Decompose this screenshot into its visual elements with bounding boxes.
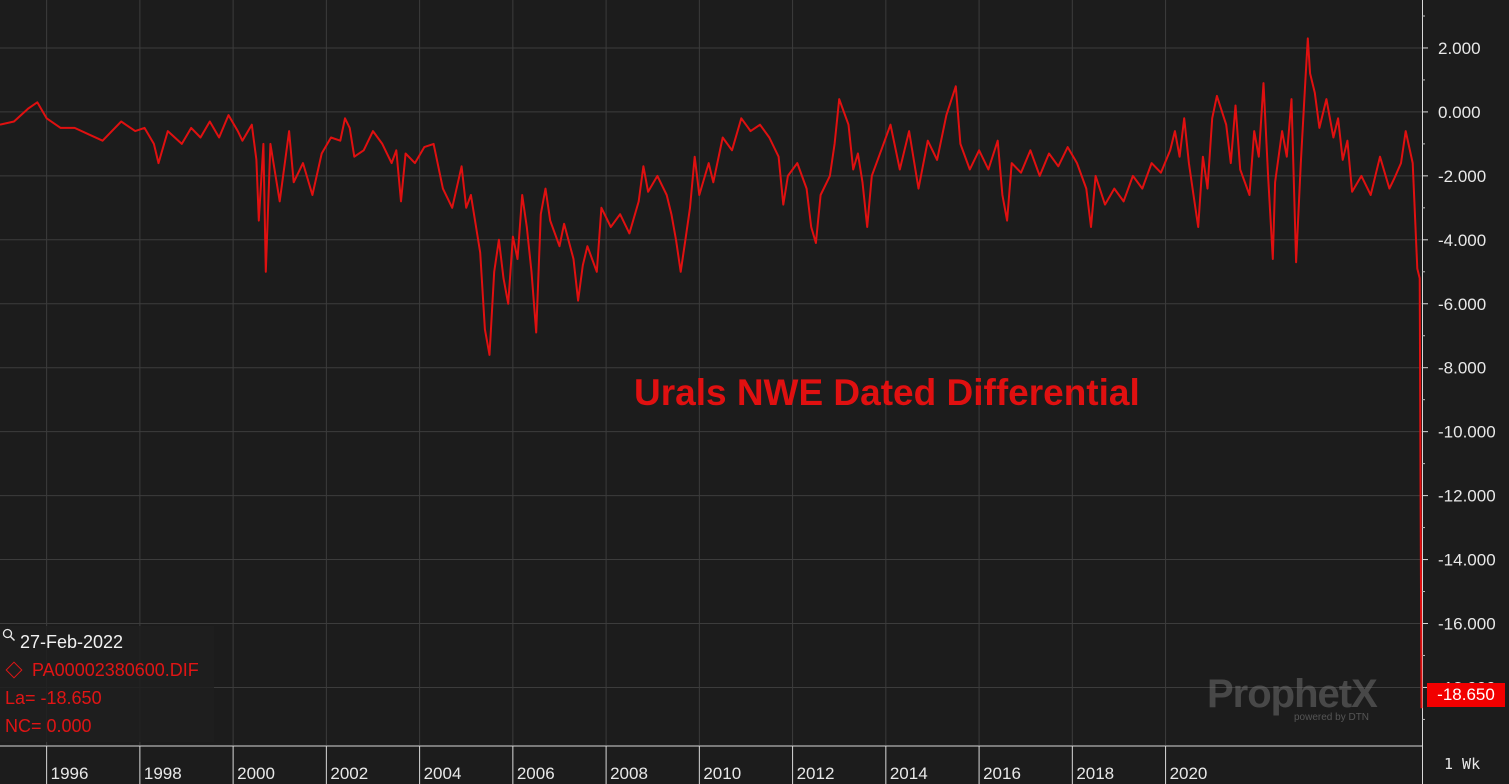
x-tick-label: 2020	[1170, 764, 1208, 783]
last-value-badge: -18.650	[1427, 683, 1505, 707]
x-tick-label: 2006	[517, 764, 555, 783]
y-tick-label: -14.000	[1438, 551, 1496, 570]
info-net-change: NC= 0.000	[5, 716, 92, 736]
x-tick-label: 2012	[797, 764, 835, 783]
y-tick-label: -6.000	[1438, 295, 1486, 314]
info-symbol: PA00002380600.DIF	[32, 660, 199, 680]
y-tick-label: -2.000	[1438, 167, 1486, 186]
x-tick-label: 2014	[890, 764, 928, 783]
y-tick-label: 2.000	[1438, 39, 1481, 58]
y-tick-label: -8.000	[1438, 359, 1486, 378]
chart-annotation-title: Urals NWE Dated Differential	[634, 372, 1140, 413]
x-tick-label: 2004	[424, 764, 462, 783]
x-tick-label: 1996	[51, 764, 89, 783]
x-tick-label: 2008	[610, 764, 648, 783]
x-tick-label: 1998	[144, 764, 182, 783]
data-info-box: 27-Feb-2022 PA00002380600.DIF La= -18.65…	[0, 626, 214, 742]
y-tick-label: -16.000	[1438, 614, 1496, 633]
y-tick-label: 0.000	[1438, 103, 1481, 122]
series-diamond-icon	[5, 661, 23, 679]
series-line	[0, 37, 1423, 709]
info-date: 27-Feb-2022	[20, 632, 124, 652]
x-tick-label: 2018	[1076, 764, 1114, 783]
x-tick-label: 2000	[237, 764, 275, 783]
x-tick-label: 2016	[983, 764, 1021, 783]
info-last-value: La= -18.650	[5, 688, 102, 708]
prophetx-logo: ProphetX	[1207, 672, 1378, 716]
x-tick-label: 2002	[330, 764, 368, 783]
y-tick-label: -12.000	[1438, 487, 1496, 506]
y-tick-label: -10.000	[1438, 423, 1496, 442]
prophetx-logo-subtitle: powered by DTN	[1294, 712, 1370, 723]
period-selector[interactable]: 1 Wk	[1444, 755, 1481, 773]
magnifier-icon	[2, 628, 16, 642]
y-tick-label: -4.000	[1438, 231, 1486, 250]
x-tick-label: 2010	[703, 764, 741, 783]
